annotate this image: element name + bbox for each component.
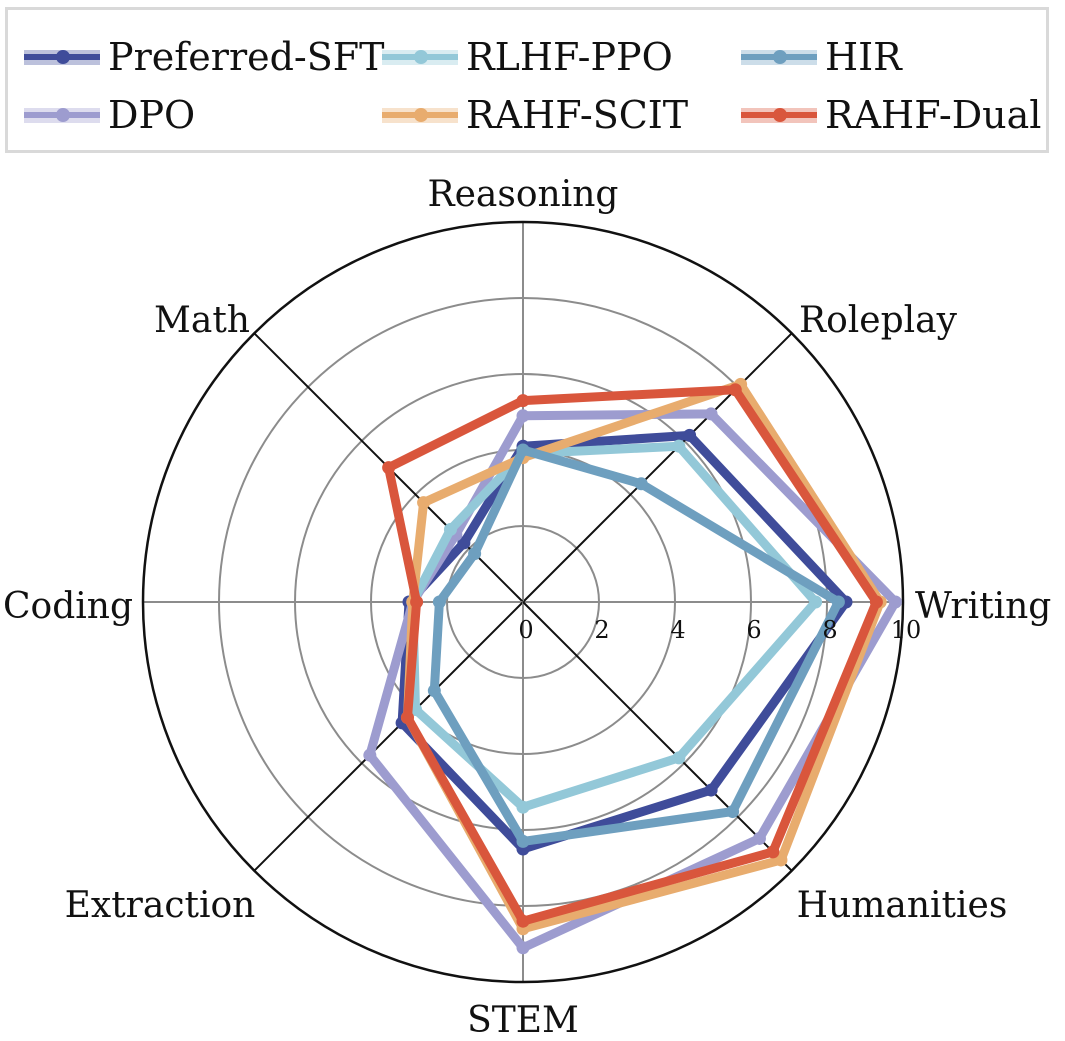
data-point — [704, 783, 718, 797]
tick-label: 8 — [822, 616, 837, 644]
data-point — [410, 595, 424, 609]
grid-spoke — [522, 332, 793, 603]
legend-label: RAHF-SCIT — [466, 93, 689, 137]
axis-label-extraction: Extraction — [65, 885, 256, 926]
data-point — [774, 853, 788, 867]
legend: Preferred-SFT RLHF-PPO HIR DPO RAHF-SCIT… — [5, 7, 1049, 153]
radar-grid — [141, 220, 905, 984]
data-point — [888, 595, 902, 609]
axis-label-roleplay: Roleplay — [799, 300, 958, 341]
data-point — [672, 751, 686, 765]
outer-circle — [141, 220, 905, 984]
grid-spoke — [522, 601, 793, 872]
data-point — [432, 595, 446, 609]
data-point — [704, 407, 718, 421]
legend-swatch — [24, 42, 100, 72]
legend-item: Preferred-SFT — [24, 34, 385, 80]
axis-label-writing: Writing — [915, 586, 1051, 627]
axis-label-math: Math — [154, 300, 250, 341]
legend-swatch — [382, 42, 458, 72]
legend-item: RAHF-SCIT — [382, 92, 688, 138]
data-point — [516, 443, 530, 457]
axis-label-humanities: Humanities — [797, 885, 1008, 926]
data-point — [382, 461, 396, 475]
tick-label: 0 — [518, 616, 533, 644]
data-point — [831, 595, 845, 609]
data-point — [443, 522, 457, 536]
legend-item: DPO — [24, 92, 195, 138]
legend-label: RLHF-PPO — [466, 35, 673, 79]
legend-label: Preferred-SFT — [108, 35, 385, 79]
data-point — [468, 547, 482, 561]
legend-item: HIR — [741, 34, 902, 80]
data-point — [516, 409, 530, 423]
data-point — [516, 941, 530, 955]
axis-label-stem: STEM — [467, 1000, 579, 1041]
data-point — [516, 834, 530, 848]
data-point — [516, 394, 530, 408]
legend-label: RAHF-Dual — [825, 93, 1042, 137]
grid-spoke — [253, 601, 524, 872]
legend-swatch — [24, 100, 100, 130]
data-point — [726, 805, 740, 819]
legend-swatch — [382, 100, 458, 130]
legend-item: RAHF-Dual — [741, 92, 1041, 138]
data-point — [634, 477, 648, 491]
data-point — [516, 914, 530, 928]
data-point — [728, 383, 742, 397]
data-point — [457, 536, 471, 550]
axis-label-reasoning: Reasoning — [428, 174, 619, 215]
legend-swatch — [741, 42, 817, 72]
axis-label-coding: Coding — [3, 586, 133, 627]
data-point — [809, 595, 823, 609]
data-point — [752, 831, 766, 845]
tick-label: 2 — [594, 616, 609, 644]
data-point — [400, 711, 414, 725]
tick-label: 6 — [746, 616, 761, 644]
tick-label: 10 — [891, 616, 922, 644]
legend-label: HIR — [825, 35, 902, 79]
data-point — [869, 595, 883, 609]
data-point — [766, 845, 780, 859]
data-point — [363, 748, 377, 762]
radar-series — [363, 377, 902, 955]
tick-label: 4 — [670, 616, 685, 644]
legend-swatch — [741, 100, 817, 130]
legend-label: DPO — [108, 93, 196, 137]
data-point — [417, 496, 431, 510]
legend-item: RLHF-PPO — [382, 34, 673, 80]
data-point — [427, 684, 441, 698]
data-point — [516, 800, 530, 814]
data-point — [672, 439, 686, 453]
data-point — [683, 428, 697, 442]
